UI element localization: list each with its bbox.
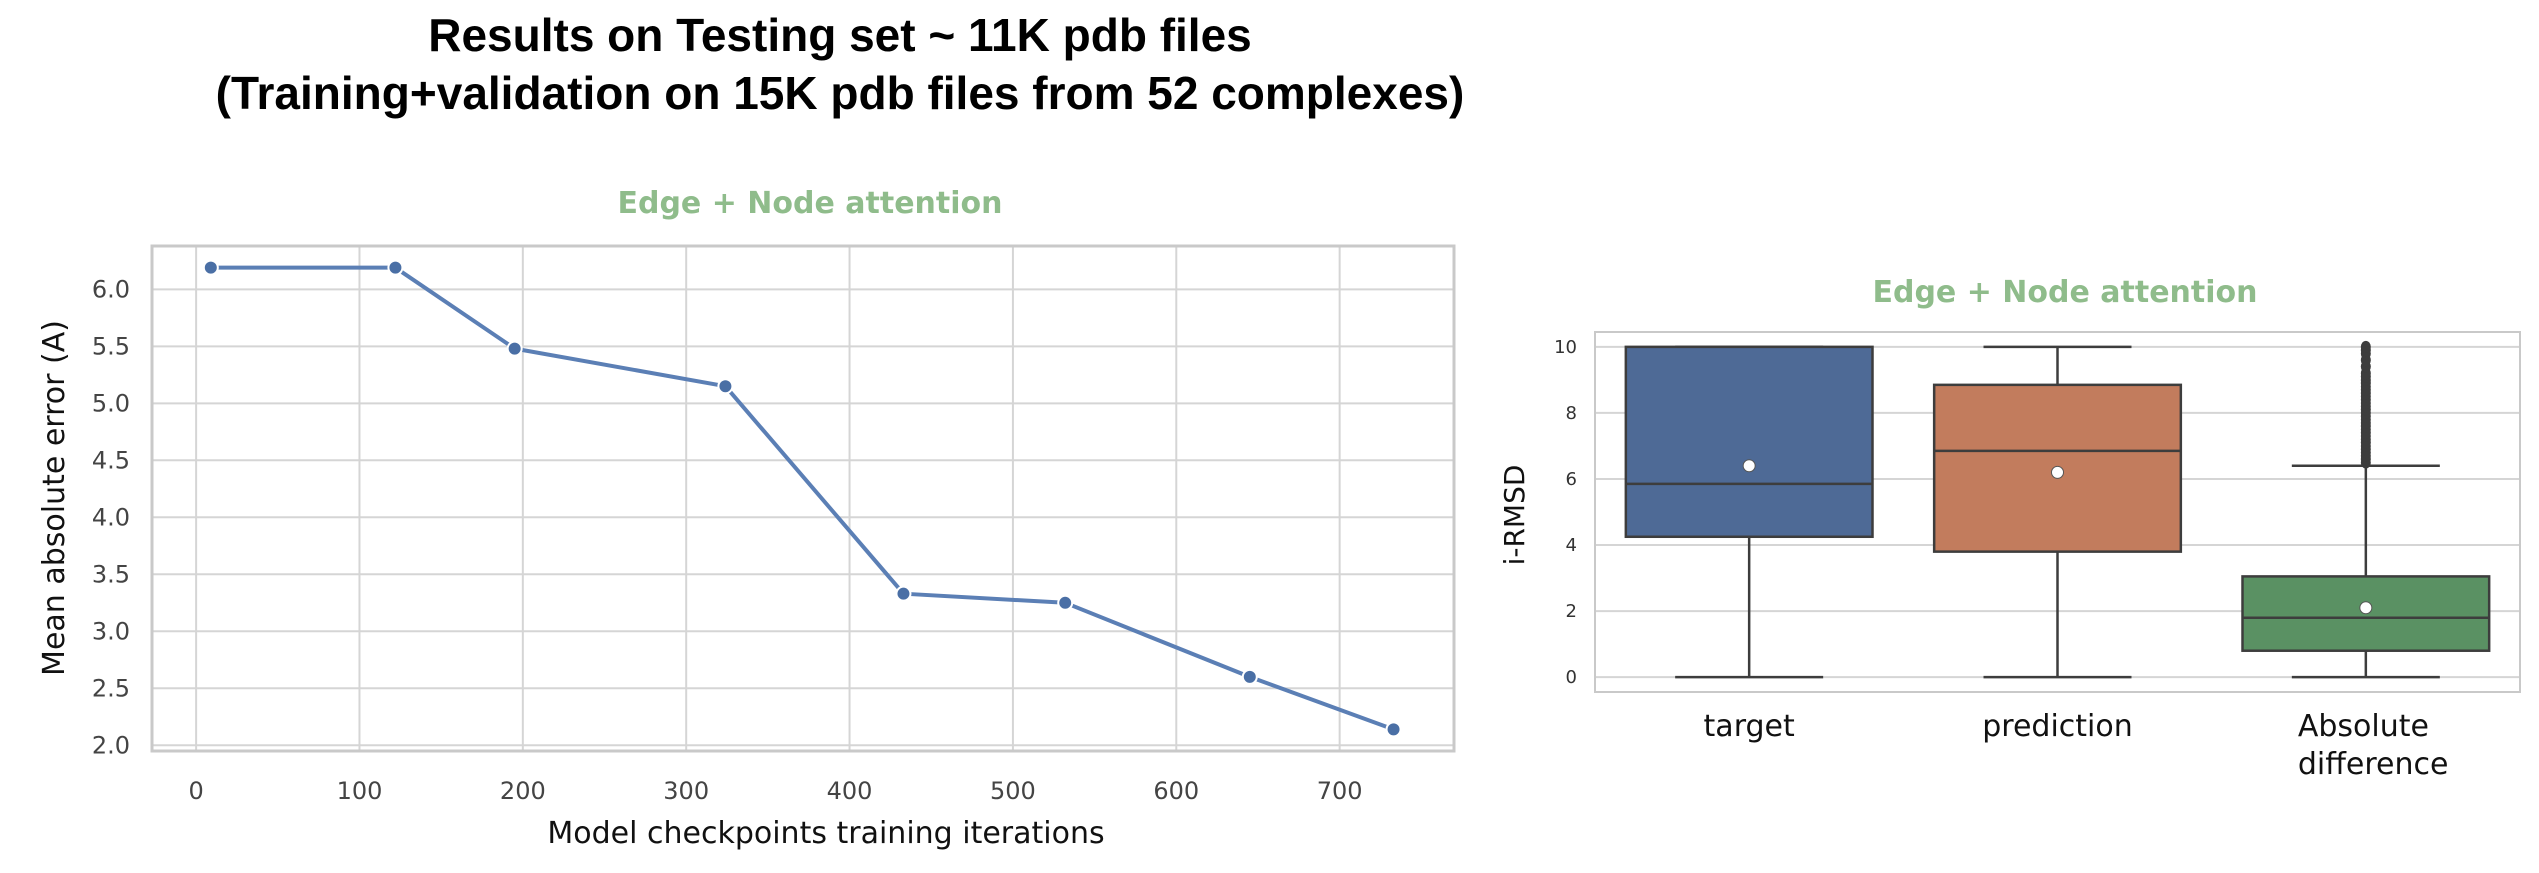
box-chart-ticks: 0 2 4 6 8 10 (1554, 337, 1577, 688)
box-chart-boxes (1624, 340, 2491, 679)
box-mean-marker (1742, 459, 1756, 473)
box-mean-marker (2359, 601, 2373, 615)
line-chart-series-line (210, 265, 1395, 732)
line-chart-xlabel: Model checkpoints training iterations (547, 816, 1104, 851)
line-chart-ytick-label: 4.0 (92, 503, 130, 531)
line-chart-ytick-label: 3.5 (92, 560, 130, 588)
box-chart-category-label-line: prediction (1982, 709, 2133, 744)
line-chart-point (717, 378, 734, 395)
box-3 (2241, 340, 2491, 679)
page-title: Results on Testing set ~ 11K pdb files (… (0, 6, 1680, 122)
box-chart-ytick-label: 8 (1566, 403, 1577, 424)
line-chart-point (1241, 668, 1258, 685)
line-chart-ytick-label: 3.0 (92, 617, 130, 645)
line-chart-ytick-label: 5.5 (92, 332, 130, 360)
box-chart-ytick-label: 4 (1566, 535, 1577, 556)
line-chart-ytick-label: 5.0 (92, 389, 130, 417)
box-chart-frame (1594, 331, 2521, 693)
box-chart-ytick-label: 6 (1566, 469, 1577, 490)
line-chart-title: Edge + Node attention (617, 186, 1002, 221)
box-chart-category-labels: target prediction Absolute difference (1704, 709, 2449, 782)
box-chart-category-label-line: target (1704, 709, 1795, 744)
line-chart-ticks: 0 100 200 300 400 500 600 700 2.0 2.5 3.0 3.5 4.0 4.5… (92, 275, 1363, 805)
box-chart-category-label-line: difference (2298, 747, 2449, 782)
line-chart-xtick-label: 600 (1153, 777, 1199, 805)
box-body (1624, 345, 1874, 539)
line-chart-xtick-label: 400 (827, 777, 873, 805)
line-chart-point (1385, 721, 1402, 738)
line-chart-point (895, 585, 912, 602)
box-chart-category-label: Absolute difference (2298, 709, 2449, 782)
line-chart-ytick-label: 2.0 (92, 731, 130, 759)
line-chart-xtick-label: 100 (337, 777, 383, 805)
line-chart-xtick-label: 300 (663, 777, 709, 805)
line-chart-point (202, 259, 219, 276)
line-chart-xtick-label: 200 (500, 777, 546, 805)
line-chart-xtick-label: 0 (188, 777, 203, 805)
page-title-line-1: Results on Testing set ~ 11K pdb files (428, 9, 1252, 61)
box-mean-marker (2051, 465, 2064, 479)
line-chart-frame (150, 244, 1456, 753)
box-chart-ytick-label: 2 (1566, 601, 1577, 622)
box-2 (1932, 345, 2183, 679)
line-chart: Edge + Node attention Mean absolute erro… (37, 186, 1456, 851)
box-1 (1624, 345, 1874, 679)
line-chart-ytick-label: 6.0 (92, 275, 130, 303)
box-chart-category-label: prediction (1982, 709, 2133, 744)
box-chart-category-label: target (1704, 709, 1795, 744)
box-chart: Edge + Node attention i-RMSD 0 2 4 6 8 10 tar… (1498, 275, 2521, 782)
line-chart-ytick-label: 4.5 (92, 446, 130, 474)
line-chart-point (506, 340, 523, 357)
line-chart-point (387, 259, 404, 276)
box-chart-category-label-line: Absolute (2298, 709, 2429, 744)
line-chart-point (1057, 594, 1074, 611)
line-chart-ylabel: Mean absolute error (A) (37, 320, 72, 676)
box-outlier (2360, 340, 2371, 353)
line-chart-grid (152, 246, 1454, 751)
box-body (1932, 383, 2183, 553)
line-chart-xtick-label: 700 (1317, 777, 1363, 805)
box-chart-ylabel: i-RMSD (1498, 465, 1531, 566)
page-title-line-2: (Training+validation on 15K pdb files fr… (215, 67, 1465, 119)
box-chart-title: Edge + Node attention (1872, 275, 2257, 310)
box-chart-ytick-label: 0 (1566, 667, 1577, 688)
line-chart-series (202, 259, 1402, 738)
box-chart-ytick-label: 10 (1554, 337, 1577, 358)
line-chart-ytick-label: 2.5 (92, 674, 130, 702)
line-chart-xtick-label: 500 (990, 777, 1036, 805)
